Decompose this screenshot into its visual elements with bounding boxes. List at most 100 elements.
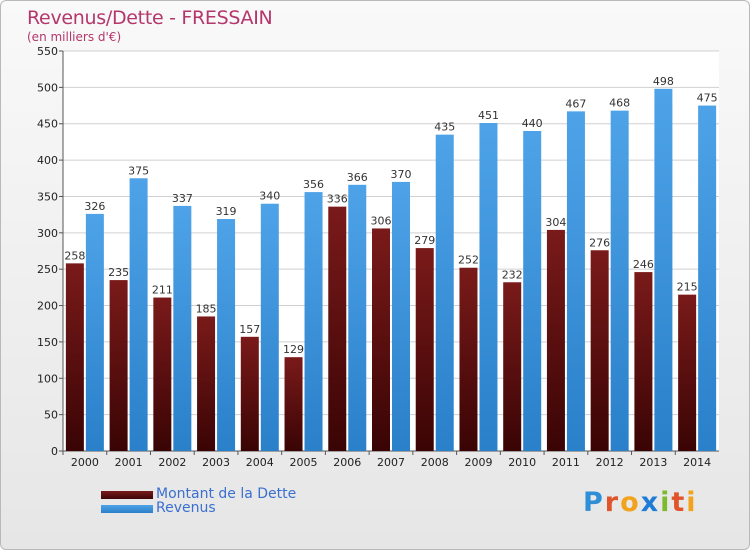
y-tick-label: 400 <box>37 154 58 167</box>
data-label-revenus: 467 <box>565 97 586 110</box>
bar-revenus <box>85 213 104 451</box>
x-tick-label: 2007 <box>377 456 405 469</box>
proxiti-logo: Proxiti <box>583 487 698 518</box>
bar-revenus <box>129 178 148 452</box>
data-label-dette: 304 <box>545 216 566 229</box>
bar-dette <box>109 280 128 451</box>
bar-revenus <box>260 203 279 451</box>
data-label-dette: 211 <box>152 284 173 297</box>
data-label-revenus: 326 <box>84 200 105 213</box>
data-label-revenus: 498 <box>653 75 674 88</box>
bar-dette <box>197 316 216 451</box>
bar-revenus <box>610 110 629 452</box>
bar-revenus <box>566 111 585 451</box>
x-tick-label: 2011 <box>552 456 580 469</box>
logo-letter: P <box>583 487 605 518</box>
y-tick-label: 550 <box>37 45 58 58</box>
bar-revenus <box>698 105 717 451</box>
logo-letter: t <box>671 487 687 518</box>
bar-dette <box>546 229 565 451</box>
bar-revenus <box>173 205 192 451</box>
data-label-revenus: 475 <box>697 92 718 105</box>
data-label-dette: 235 <box>108 266 129 279</box>
x-tick-label: 2008 <box>421 456 449 469</box>
bar-revenus <box>304 192 323 451</box>
data-label-dette: 279 <box>414 234 435 247</box>
x-tick-label: 2001 <box>115 456 143 469</box>
bar-revenus <box>523 131 542 451</box>
logo-letter: o <box>620 487 641 518</box>
y-tick-label: 450 <box>37 118 58 131</box>
y-tick-label: 150 <box>37 336 58 349</box>
bar-dette <box>459 267 478 451</box>
x-tick-label: 2003 <box>202 456 230 469</box>
data-label-dette: 157 <box>239 323 260 336</box>
logo-letter: x <box>640 487 661 518</box>
bar-dette <box>328 206 347 451</box>
x-tick-label: 2010 <box>508 456 536 469</box>
data-label-dette: 185 <box>196 302 217 315</box>
data-label-dette: 215 <box>677 281 698 294</box>
y-tick-label: 0 <box>51 445 58 458</box>
y-tick-label: 200 <box>37 300 58 313</box>
data-label-revenus: 319 <box>216 205 237 218</box>
plot-area <box>63 51 719 451</box>
bar-revenus <box>435 134 454 452</box>
x-tick-label: 2000 <box>71 456 99 469</box>
data-label-revenus: 340 <box>259 190 280 203</box>
bar-dette <box>415 248 434 451</box>
bar-dette <box>590 250 609 451</box>
bar-dette <box>372 228 390 451</box>
bar-revenus <box>392 181 410 451</box>
y-tick-label: 100 <box>37 372 58 385</box>
chart-subtitle: (en milliers d'€) <box>27 30 122 44</box>
x-tick-label: 2002 <box>158 456 186 469</box>
bar-dette <box>634 272 653 451</box>
bar-dette <box>153 297 172 451</box>
data-label-dette: 306 <box>371 214 392 227</box>
bar-dette <box>678 294 697 451</box>
data-label-revenus: 435 <box>434 121 455 134</box>
bar-revenus <box>479 123 498 451</box>
y-tick-label: 50 <box>44 409 58 422</box>
data-label-dette: 129 <box>283 343 304 356</box>
logo-letter: i <box>660 487 672 518</box>
bar-revenus <box>654 88 673 452</box>
bar-dette <box>65 263 84 451</box>
bar-dette <box>284 357 303 451</box>
x-tick-label: 2014 <box>683 456 711 469</box>
data-label-revenus: 337 <box>172 192 193 205</box>
logo-letter: i <box>686 487 698 518</box>
chart-title: Revenus/Dette - FRESSAIN <box>27 7 273 29</box>
x-tick-label: 2005 <box>290 456 318 469</box>
legend-swatch-dette <box>101 491 153 499</box>
x-tick-label: 2013 <box>639 456 667 469</box>
data-label-dette: 258 <box>64 249 85 262</box>
logo-letter: r <box>604 487 621 518</box>
data-label-dette: 246 <box>633 258 654 271</box>
legend-label-dette: Montant de la Dette <box>156 486 297 502</box>
data-label-revenus: 370 <box>391 168 412 181</box>
bar-dette <box>240 336 259 451</box>
y-tick-label: 300 <box>37 227 58 240</box>
bar-revenus <box>217 219 236 451</box>
bar-revenus <box>348 184 367 451</box>
bar-dette <box>503 282 522 451</box>
data-label-dette: 336 <box>327 193 348 206</box>
x-tick-label: 2009 <box>464 456 492 469</box>
x-tick-label: 2004 <box>246 456 274 469</box>
data-label-revenus: 356 <box>303 178 324 191</box>
legend-label-revenus: Revenus <box>156 500 216 516</box>
legend-swatch-revenus <box>101 505 153 513</box>
data-label-revenus: 451 <box>478 109 499 122</box>
y-tick-label: 250 <box>37 263 58 276</box>
data-label-dette: 276 <box>589 236 610 249</box>
y-tick-label: 350 <box>37 190 58 203</box>
data-label-revenus: 366 <box>347 171 368 184</box>
data-label-dette: 232 <box>502 268 523 281</box>
x-tick-label: 2012 <box>596 456 624 469</box>
data-label-revenus: 440 <box>522 117 543 130</box>
data-label-dette: 252 <box>458 254 479 267</box>
